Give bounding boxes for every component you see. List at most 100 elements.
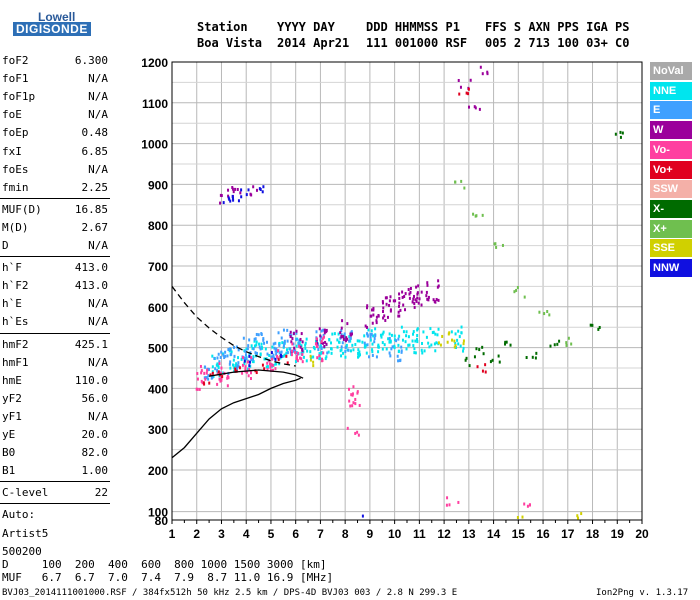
data-point-nne xyxy=(462,346,465,350)
legend-item: W xyxy=(650,121,692,140)
data-point-vo- xyxy=(354,402,357,406)
x-tick-label: 14 xyxy=(487,527,501,541)
data-point-nne xyxy=(356,339,359,343)
legend-item: X- xyxy=(650,199,692,218)
data-point-vo- xyxy=(316,356,319,360)
data-point-nne xyxy=(387,337,390,341)
data-point-nne xyxy=(330,347,333,351)
data-point-nne xyxy=(331,332,334,336)
data-point-vo+ xyxy=(255,371,258,375)
data-point-w xyxy=(481,72,484,76)
data-point-nne xyxy=(282,354,285,358)
data-point-vo- xyxy=(350,393,353,397)
data-point-nne xyxy=(358,350,361,354)
data-point-e xyxy=(232,345,235,349)
data-point-w xyxy=(416,292,419,296)
data-point-vo- xyxy=(249,371,252,375)
x-tick-label: 19 xyxy=(611,527,625,541)
data-point-nnw xyxy=(248,354,251,358)
data-point-nne xyxy=(251,346,254,350)
data-point-w xyxy=(467,105,470,109)
param-label: yF2 xyxy=(2,391,22,405)
data-point-vo+ xyxy=(209,373,212,377)
data-point-nne xyxy=(232,363,235,367)
data-point-nne xyxy=(260,342,263,346)
data-point-nne xyxy=(340,354,343,358)
data-point-vo+ xyxy=(217,370,220,374)
data-point-nne xyxy=(416,327,419,331)
data-point-vo- xyxy=(269,365,272,369)
data-point-e xyxy=(396,354,399,358)
plot-border xyxy=(171,61,643,521)
data-point-nne xyxy=(283,353,286,357)
data-point-x- xyxy=(491,358,494,362)
data-point-e xyxy=(390,347,393,351)
data-point-sse xyxy=(309,358,312,362)
param-label: MUF(D) xyxy=(2,202,42,216)
data-point-nne xyxy=(382,330,385,334)
data-point-e xyxy=(389,354,392,358)
data-point-e xyxy=(292,349,295,353)
data-point-vo- xyxy=(247,374,250,378)
param-row: h`Es N/A xyxy=(2,313,108,331)
param-separator xyxy=(0,197,110,199)
data-point-e xyxy=(397,359,400,363)
data-point-nnw xyxy=(237,199,240,203)
data-point-nne xyxy=(211,354,214,358)
data-point-nnw xyxy=(243,359,246,363)
data-point-w xyxy=(414,298,417,302)
data-point-e xyxy=(374,333,377,337)
data-point-e xyxy=(371,353,374,357)
data-point-e xyxy=(236,365,239,369)
data-point-vo- xyxy=(277,349,280,353)
data-point-e xyxy=(388,336,391,340)
data-point-nne xyxy=(450,330,453,334)
data-point-w xyxy=(427,298,430,302)
data-point-e xyxy=(219,355,222,359)
data-point-vo- xyxy=(241,371,244,375)
param-label: h`F xyxy=(2,261,22,275)
data-point-nne xyxy=(372,334,375,338)
data-point-w xyxy=(413,302,416,306)
y-tick-label: 900 xyxy=(148,178,168,192)
y-tick-label: 300 xyxy=(148,423,168,437)
data-point-nne xyxy=(428,345,431,349)
data-point-w xyxy=(397,304,400,308)
data-point-e xyxy=(255,332,258,336)
data-point-w xyxy=(340,334,343,338)
data-point-x- xyxy=(621,131,624,135)
data-point-w xyxy=(409,290,412,294)
data-point-e xyxy=(391,345,394,349)
data-point-w xyxy=(323,344,326,348)
data-point-nne xyxy=(212,374,215,378)
param-separator xyxy=(0,481,110,483)
data-point-nne xyxy=(259,352,262,356)
param-row: Artist5 xyxy=(2,525,108,543)
data-point-nne xyxy=(243,349,246,353)
data-point-w xyxy=(437,298,440,302)
data-point-nnw xyxy=(231,194,234,198)
data-point-vo- xyxy=(448,503,451,507)
data-point-nne xyxy=(348,335,351,339)
data-point-vo- xyxy=(457,500,460,504)
param-value: 56.0 xyxy=(81,391,109,405)
param-row: foF2 6.300 xyxy=(2,52,108,70)
data-point-e xyxy=(320,347,323,351)
data-point-vo- xyxy=(528,503,531,507)
param-label: h`E xyxy=(2,297,22,311)
data-point-nne xyxy=(422,330,425,334)
data-point-e xyxy=(319,338,322,342)
param-value: N/A xyxy=(88,355,108,369)
data-point-nne xyxy=(252,360,255,364)
data-point-nne xyxy=(365,351,368,355)
param-label: D xyxy=(2,239,9,252)
data-point-nne xyxy=(393,338,396,342)
data-point-vo+ xyxy=(277,358,280,362)
data-point-e xyxy=(320,329,323,333)
data-point-nne xyxy=(235,362,238,366)
data-point-e xyxy=(217,352,220,356)
data-point-vo- xyxy=(351,392,354,396)
data-point-nne xyxy=(454,332,457,336)
data-point-e xyxy=(274,341,277,345)
data-point-nne xyxy=(430,343,433,347)
